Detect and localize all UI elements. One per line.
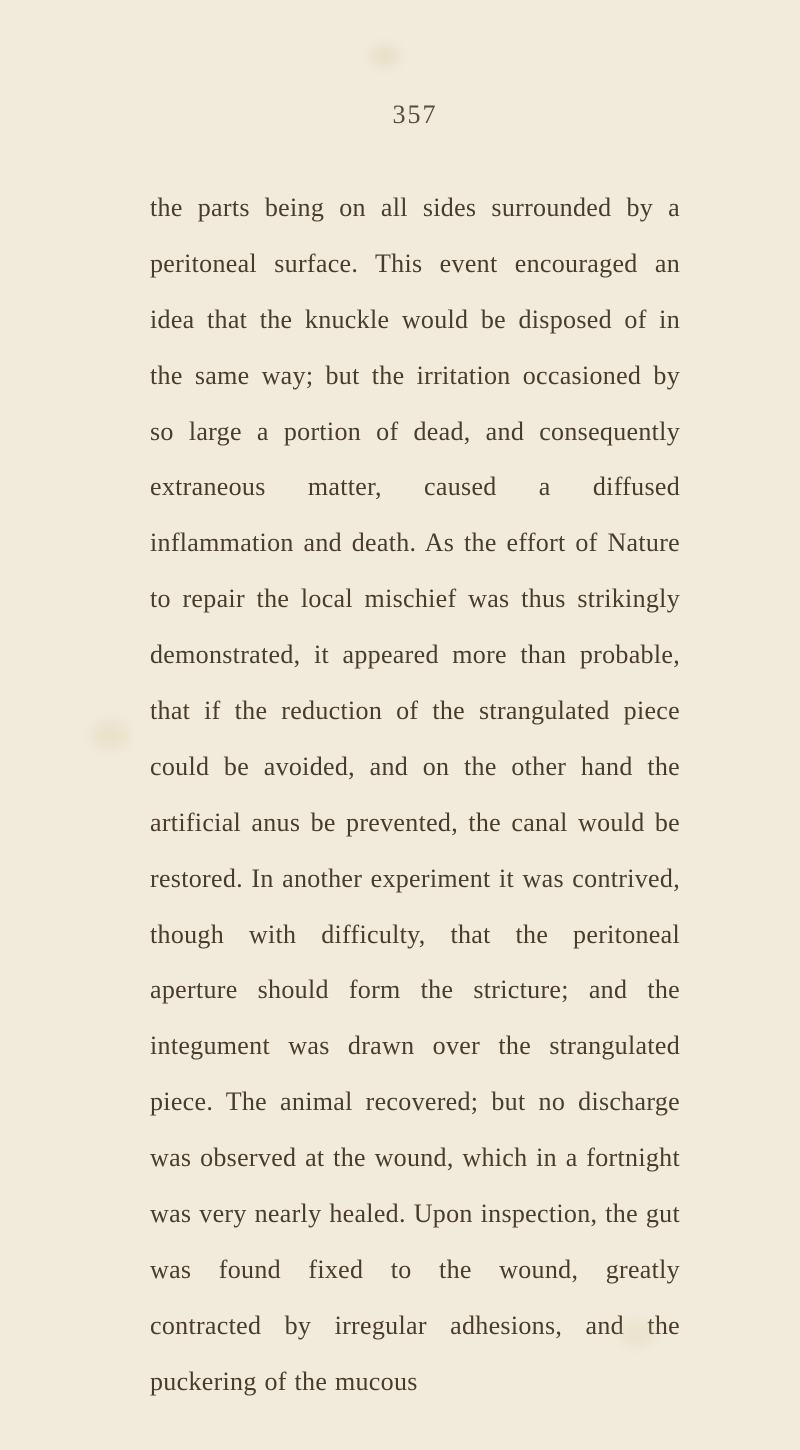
scanned-page: 357 the parts being on all sides surroun… xyxy=(0,0,800,1450)
page-number: 357 xyxy=(150,100,680,130)
paper-stain xyxy=(90,720,130,750)
body-paragraph: the parts being on all sides surrounded … xyxy=(150,180,680,1410)
paper-stain xyxy=(370,45,400,67)
